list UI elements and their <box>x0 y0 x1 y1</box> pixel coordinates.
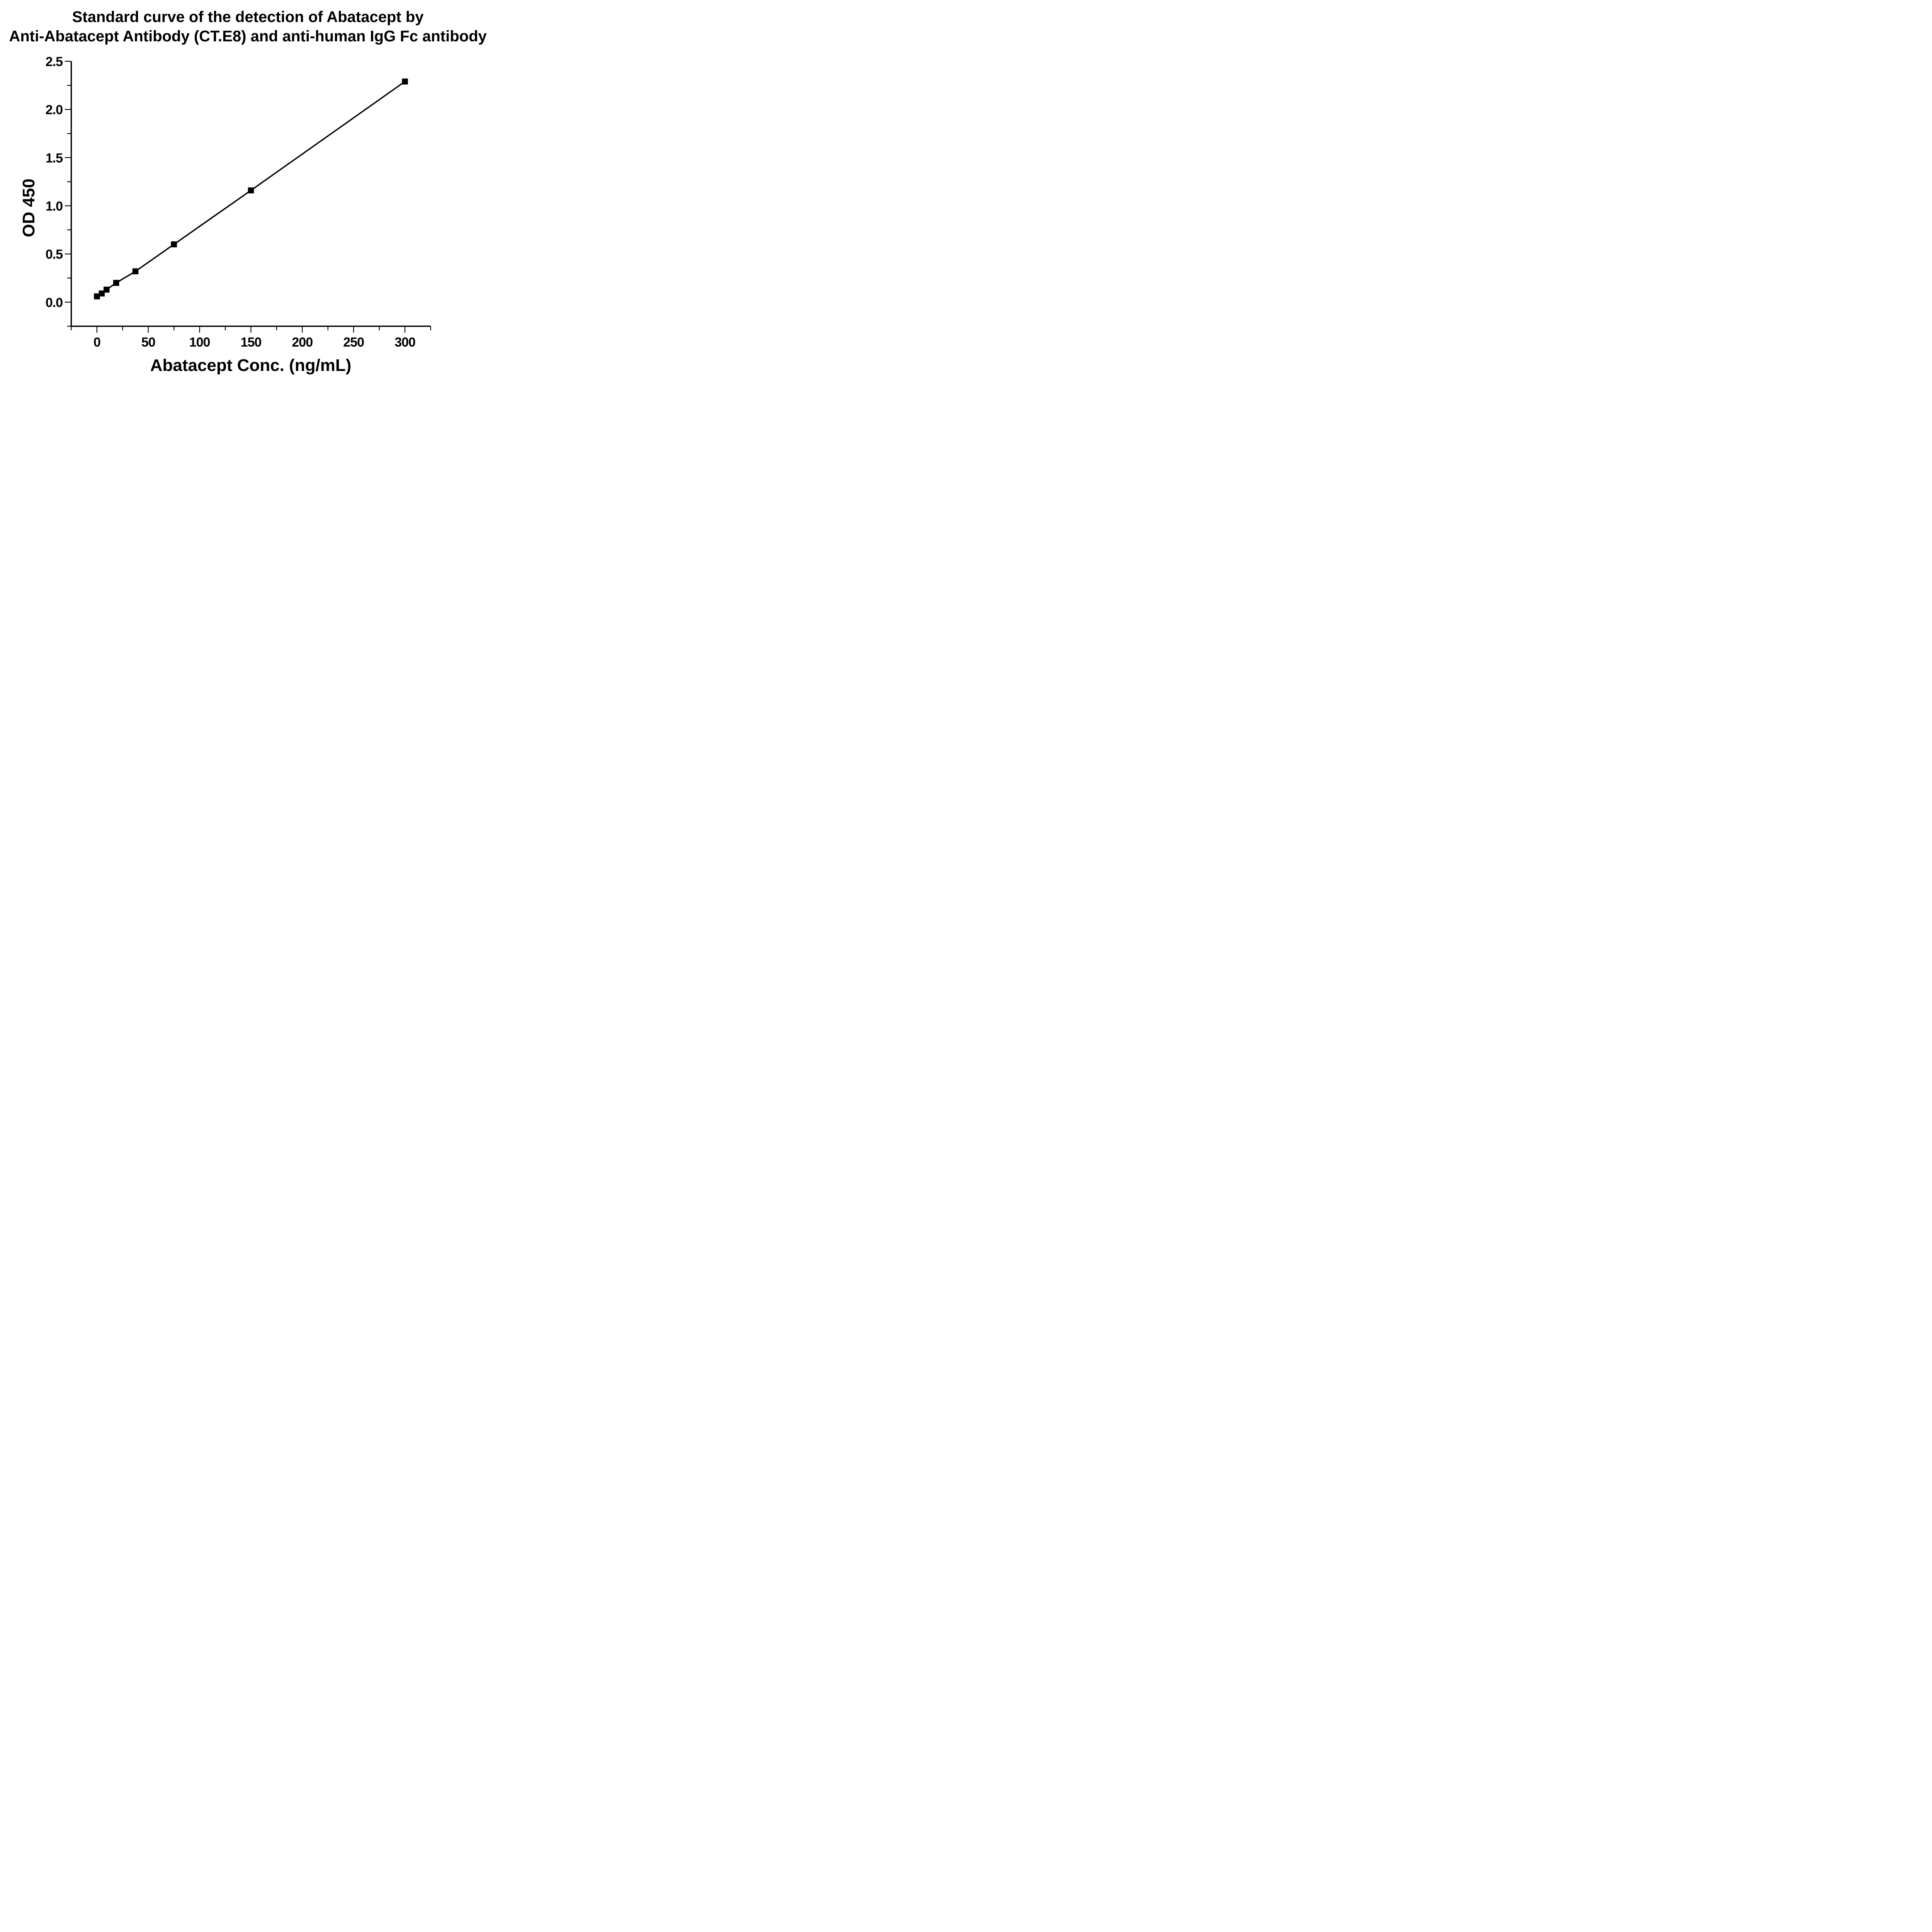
data-point-marker <box>132 268 139 274</box>
x-axis-tick-label: 100 <box>189 335 210 350</box>
axes-frame <box>70 61 431 327</box>
data-point-marker <box>248 187 254 194</box>
standard-curve-plot: 0 50 100 150 200 250 300 0.0 0.5 1.0 1.5 2.0 2.5 <box>46 54 431 350</box>
data-point-marker <box>99 290 105 297</box>
y-axis-tick-label: 1.5 <box>46 151 63 165</box>
y-axis-tick-label: 0.5 <box>46 247 63 262</box>
data-point-marker <box>104 286 110 293</box>
data-point-marker <box>171 241 177 248</box>
data-point-marker <box>113 280 119 286</box>
x-axis-title: Abatacept Conc. (ng/mL) <box>150 356 352 375</box>
standard-curve-figure: Standard curve of the detection of Abata… <box>0 0 496 387</box>
x-axis-tick-label: 250 <box>343 335 364 350</box>
y-axis-tick-label: 0.0 <box>46 295 63 310</box>
x-axis-tick-label: 300 <box>395 335 415 350</box>
y-axis-tick-label: 2.0 <box>46 103 63 117</box>
y-axis-tick-label: 2.5 <box>46 54 63 69</box>
chart-title-line-1: Standard curve of the detection of Abata… <box>72 9 424 26</box>
x-axis-tick-label: 150 <box>241 335 262 350</box>
chart-title: Standard curve of the detection of Abata… <box>0 7 496 46</box>
chart-title-line-2: Anti-Abatacept Antibody (CT.E8) and anti… <box>9 28 487 45</box>
y-axis-tick-label: 1.0 <box>46 199 63 214</box>
data-point-marker <box>94 293 100 299</box>
x-axis-tick-label: 200 <box>292 335 313 350</box>
x-axis-tick-label: 50 <box>141 335 155 350</box>
x-axis-tick-label: 0 <box>94 335 100 350</box>
data-point-marker <box>402 78 408 85</box>
